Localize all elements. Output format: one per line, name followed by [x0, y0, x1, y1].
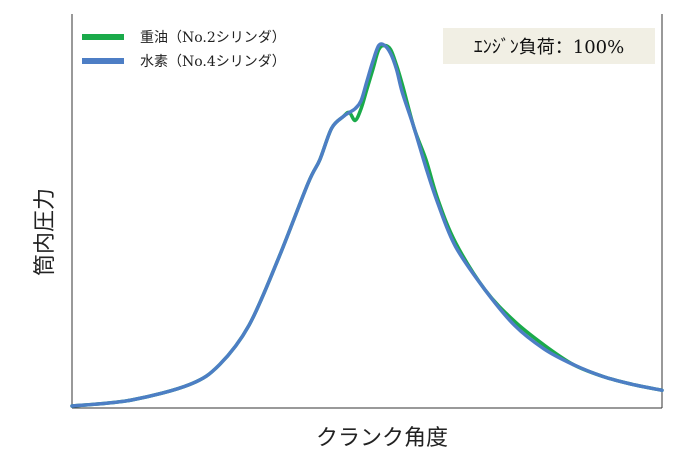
y-axis-label: 筒内圧力: [33, 188, 58, 276]
engine-load-annotation: ｴﾝｼﾞﾝ負荷：100%: [443, 28, 655, 64]
series-line-hydrogen: [70, 42, 664, 408]
legend: 重油（No.2シリンダ） 水素（No.4シリンダ）: [82, 30, 286, 70]
series-line-heavy-oil: [70, 43, 664, 408]
plot-area: [71, 14, 663, 409]
series-layer: [70, 42, 664, 408]
annotation-box: [443, 28, 655, 64]
x-axis-label: クランク角度: [316, 426, 448, 451]
annotation-text: ｴﾝｼﾞﾝ負荷：100%: [474, 37, 624, 58]
legend-label-heavy-oil: 重油（No.2シリンダ）: [140, 30, 286, 46]
legend-label-hydrogen: 水素（No.4シリンダ）: [140, 54, 286, 70]
